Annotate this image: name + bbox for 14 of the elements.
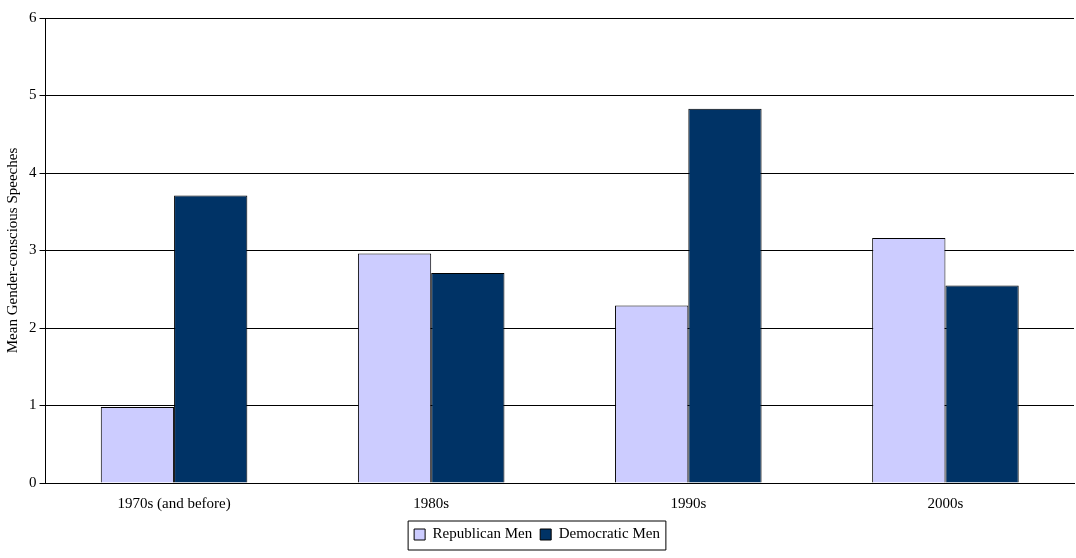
y-tick-label: 2: [29, 318, 37, 335]
y-tick-label: 3: [29, 241, 37, 258]
y-tick-label: 0: [29, 473, 37, 490]
legend-label: Democratic Men: [558, 525, 661, 542]
x-tick-label: 2000s: [927, 494, 964, 511]
y-tick-label: 5: [29, 86, 37, 103]
x-tick-label: 1970s (and before): [117, 494, 231, 512]
y-tick-label: 1: [29, 396, 37, 413]
y-tick-label: 4: [29, 163, 37, 180]
x-tick-label: 1980s: [413, 494, 450, 511]
legend-label: Republican Men: [432, 525, 533, 542]
x-tick-label: 1990s: [670, 494, 707, 511]
y-tick-label: 6: [29, 8, 37, 25]
y-axis-title: Mean Gender-conscious Speeches: [3, 147, 20, 354]
